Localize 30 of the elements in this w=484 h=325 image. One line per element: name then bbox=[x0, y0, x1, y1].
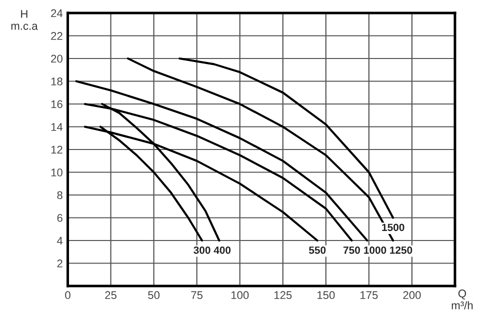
y-tick-label: 8 bbox=[57, 191, 62, 200]
y-tick-label: 18 bbox=[51, 78, 62, 86]
y-tick-label: 2 bbox=[57, 260, 62, 268]
y-tick-label: 10 bbox=[51, 168, 62, 176]
y-axis-title: H m.c.a bbox=[11, 10, 38, 30]
series-label: 750 bbox=[343, 246, 360, 254]
y-tick-label: 14 bbox=[51, 123, 63, 131]
y-tick-label: 6 bbox=[57, 214, 62, 222]
x-axis-title: Q m³/h bbox=[452, 290, 473, 310]
x-tick-label: 0 bbox=[65, 291, 70, 300]
y-tick-label: 4 bbox=[56, 236, 63, 245]
y-tick-label: 20 bbox=[51, 54, 62, 63]
y-tick-label: 16 bbox=[51, 100, 62, 108]
y-tick-label: 24 bbox=[51, 9, 63, 18]
series-label: 400 bbox=[214, 246, 231, 254]
x-tick-label: 200 bbox=[403, 291, 421, 300]
series-label: 1500 bbox=[382, 224, 404, 232]
x-tick-label: 175 bbox=[360, 291, 378, 300]
series-label: 1000 bbox=[364, 246, 386, 254]
series-label: 1250 bbox=[390, 246, 412, 254]
x-tick-label: 125 bbox=[274, 291, 292, 300]
x-tick-label: 25 bbox=[105, 291, 116, 300]
x-tick-label: 150 bbox=[317, 291, 335, 300]
y-tick-label: 12 bbox=[51, 146, 62, 154]
x-tick-label: 50 bbox=[148, 291, 160, 300]
x-tick-label: 75 bbox=[191, 291, 203, 300]
series-label: 550 bbox=[308, 246, 326, 254]
series-label: 300 bbox=[194, 246, 210, 254]
y-tick-label: 22 bbox=[51, 32, 62, 40]
x-tick-label: 100 bbox=[231, 291, 249, 300]
